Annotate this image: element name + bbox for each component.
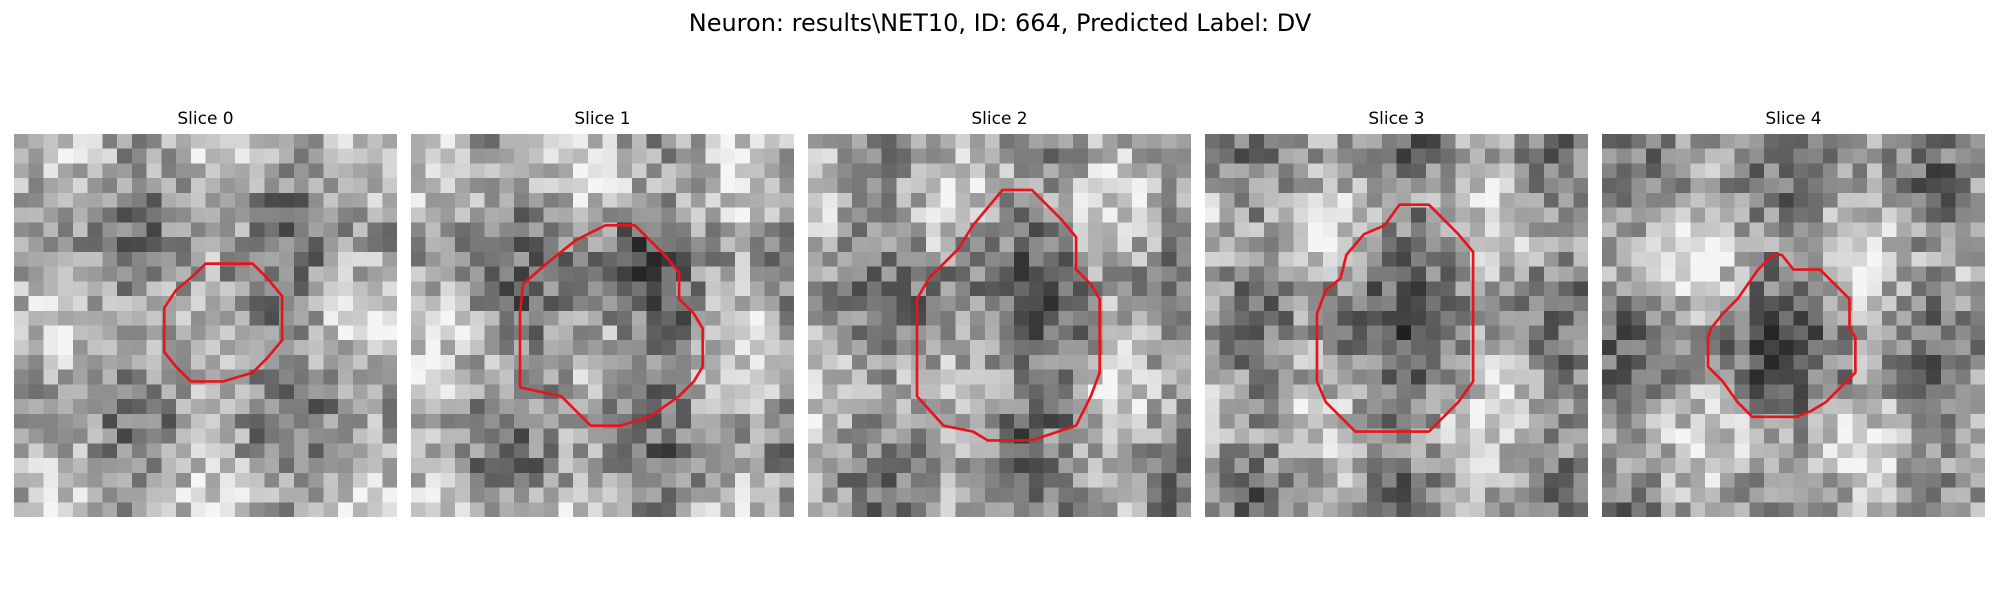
slice-title-0: Slice 0	[177, 109, 234, 129]
slice-panel-4: Slice 4	[1602, 0, 1985, 600]
pixel-grid	[1602, 134, 1985, 517]
slice-panel-0: Slice 0	[14, 0, 397, 600]
figure-title: Neuron: results\NET10, ID: 664, Predicte…	[688, 9, 1312, 37]
slice-image-2	[808, 134, 1191, 517]
slice-image-0	[14, 134, 397, 517]
slice-image-4	[1602, 134, 1985, 517]
neuron-contour	[1315, 203, 1475, 433]
neuron-contour	[518, 224, 704, 427]
slice-title-3: Slice 3	[1368, 109, 1425, 129]
neuron-contour	[1706, 253, 1857, 419]
pixel-grid	[808, 134, 1191, 517]
pixel-grid	[14, 134, 397, 517]
slice-panel-2: Slice 2	[808, 0, 1191, 600]
slice-title-2: Slice 2	[971, 109, 1028, 129]
slice-title-1: Slice 1	[574, 109, 631, 129]
pixel-grid	[411, 134, 794, 517]
pixel-grid	[1205, 134, 1588, 517]
neuron-contour	[915, 188, 1101, 442]
slice-title-4: Slice 4	[1765, 109, 1822, 129]
slice-panel-1: Slice 1	[411, 0, 794, 600]
slice-image-1	[411, 134, 794, 517]
neuron-contour	[162, 262, 284, 383]
slice-image-3	[1205, 134, 1588, 517]
slice-panel-3: Slice 3	[1205, 0, 1588, 600]
